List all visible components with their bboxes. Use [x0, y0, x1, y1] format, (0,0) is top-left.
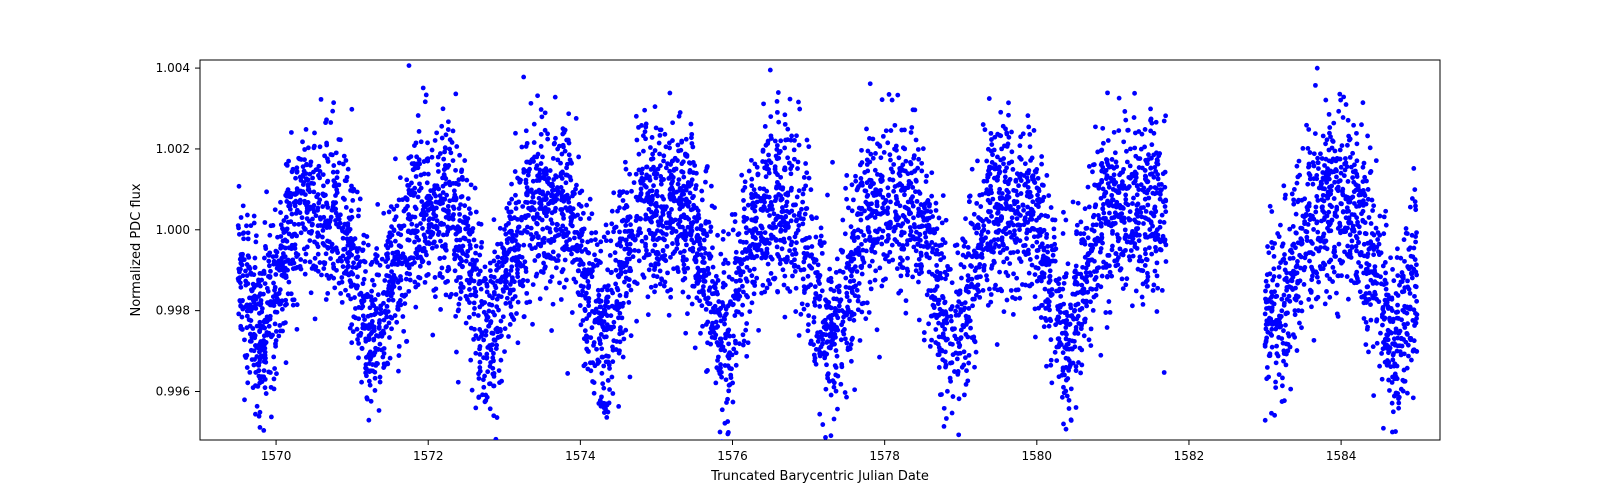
- x-tick-label: 1576: [717, 449, 748, 463]
- scatter-points: [236, 49, 1420, 468]
- x-tick-label: 1570: [261, 449, 292, 463]
- lightcurve-chart: 1570 1572 1574 1576 1578 1580 1582 1584 0.996 0.9…: [0, 0, 1600, 500]
- y-tick-label: 0.998: [156, 304, 190, 318]
- plot-border: [200, 60, 1440, 440]
- y-axis-label: Normalized PDC flux: [129, 183, 144, 316]
- x-axis-label: Truncated Barycentric Julian Date: [710, 469, 929, 484]
- y-tick-label: 1.004: [156, 61, 190, 75]
- chart-svg: 1570 1572 1574 1576 1578 1580 1582 1584 0.996 0.9…: [0, 0, 1600, 500]
- x-tick-label: 1572: [413, 449, 444, 463]
- x-tick-label: 1578: [869, 449, 900, 463]
- y-tick-label: 1.002: [156, 142, 190, 156]
- y-tick-label: 0.996: [156, 384, 190, 398]
- x-tick-label: 1584: [1326, 449, 1357, 463]
- x-tick-label: 1574: [565, 449, 596, 463]
- x-tick-label: 1580: [1022, 449, 1053, 463]
- y-tick-label: 1.000: [156, 223, 190, 237]
- x-tick-label: 1582: [1174, 449, 1205, 463]
